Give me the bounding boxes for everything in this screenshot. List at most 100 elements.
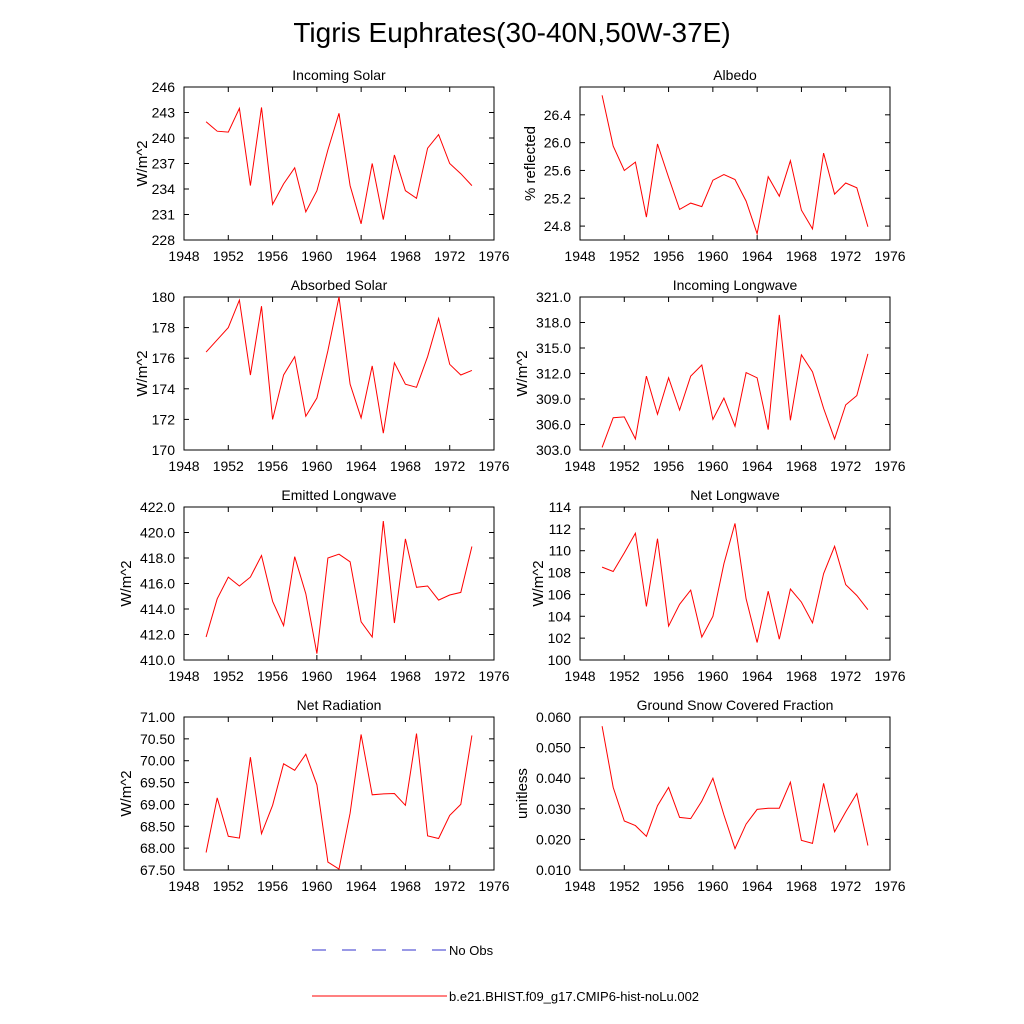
y-tick-label: 174 [152,381,176,397]
x-tick-label: 1976 [478,668,509,684]
y-tick-label: 234 [152,181,176,197]
panel-title: Absorbed Solar [291,277,388,293]
x-tick-label: 1964 [742,878,773,894]
x-tick-label: 1952 [609,668,640,684]
y-axis-label: W/m^2 [530,560,547,606]
x-tick-label: 1972 [830,878,861,894]
figure-title: Tigris Euphrates(30-40N,50W-37E) [293,17,730,48]
x-tick-label: 1948 [168,248,199,264]
panel-title: Incoming Longwave [673,277,798,293]
panel: Net Radiation 1948 1952 1956 1960 1964 1968 197… [118,697,510,894]
y-axis-label: W/m^2 [514,350,531,396]
x-tick-label: 1960 [301,458,332,474]
plot-frame [579,86,891,241]
y-tick-label: 25.2 [544,190,571,206]
y-tick-label: 180 [152,289,176,305]
y-tick-label: 312.0 [536,366,571,382]
y-tick-label: 240 [152,130,176,146]
y-tick-label: 309.0 [536,391,571,407]
y-tick-label: 69.00 [140,796,175,812]
x-tick-label: 1976 [478,878,509,894]
x-tick-label: 1948 [168,458,199,474]
x-tick-label: 1956 [653,248,684,264]
y-tick-label: 315.0 [536,340,571,356]
x-tick-label: 1968 [786,248,817,264]
y-tick-label: 108 [548,565,572,581]
x-tick-label: 1952 [609,458,640,474]
y-tick-label: 68.50 [140,818,175,834]
x-tick-label: 1964 [346,248,377,264]
x-tick-label: 1960 [697,248,728,264]
y-tick-label: 243 [152,105,176,121]
x-tick-label: 1948 [168,878,199,894]
y-tick-label: 0.030 [536,801,571,817]
panel-title: Ground Snow Covered Fraction [637,697,834,713]
x-tick-label: 1960 [697,668,728,684]
y-tick-label: 70.50 [140,731,175,747]
x-tick-label: 1968 [390,878,421,894]
series-line [205,733,473,870]
x-tick-label: 1960 [301,668,332,684]
series-line [601,523,869,643]
panel-title: Emitted Longwave [281,487,396,503]
series-line [205,520,473,654]
series-line [601,314,869,448]
panel: Incoming Solar 1948 1952 1956 1960 1964 1968 19… [134,67,510,264]
x-tick-label: 1972 [434,668,465,684]
y-tick-label: 231 [152,207,176,223]
x-tick-label: 1948 [564,668,595,684]
y-tick-label: 0.040 [536,770,571,786]
x-tick-label: 1956 [653,458,684,474]
x-tick-label: 1948 [564,458,595,474]
y-tick-label: 70.00 [140,753,175,769]
x-tick-label: 1960 [697,458,728,474]
x-tick-label: 1960 [301,878,332,894]
y-tick-label: 416.0 [140,576,175,592]
plot-frame [183,296,495,451]
y-tick-label: 26.0 [544,135,571,151]
x-tick-label: 1960 [697,878,728,894]
y-axis-label: % reflected [522,126,539,201]
panel: Absorbed Solar 1948 1952 1956 1960 1964 1968 19… [134,277,510,474]
legend-label-no-obs: No Obs [449,943,494,958]
y-tick-label: 68.00 [140,840,175,856]
panel-title: Albedo [713,67,757,83]
y-tick-label: 102 [548,630,572,646]
y-tick-label: 422.0 [140,499,175,515]
x-tick-label: 1976 [874,878,905,894]
y-tick-label: 100 [548,652,572,668]
x-tick-label: 1968 [390,248,421,264]
y-axis-label: W/m^2 [134,140,151,186]
y-axis-label: W/m^2 [118,560,135,606]
y-tick-label: 306.0 [536,417,571,433]
panel: Incoming Longwave 1948 1952 1956 1960 1964 196… [514,277,906,474]
x-tick-label: 1968 [786,458,817,474]
x-tick-label: 1952 [213,458,244,474]
x-tick-label: 1952 [609,878,640,894]
x-tick-label: 1956 [257,248,288,264]
x-tick-label: 1964 [742,458,773,474]
y-tick-label: 176 [152,350,176,366]
y-tick-label: 104 [548,608,572,624]
y-tick-label: 71.00 [140,709,175,725]
y-tick-label: 25.6 [544,162,571,178]
y-tick-label: 303.0 [536,442,571,458]
panel: Albedo 1948 1952 1956 1960 1964 1968 1972 1976 24… [522,67,906,264]
y-tick-label: 106 [548,586,572,602]
y-tick-label: 237 [152,156,176,172]
plot-frame [579,506,891,661]
y-tick-label: 0.010 [536,862,571,878]
y-tick-label: 69.50 [140,775,175,791]
panel-title: Net Longwave [690,487,780,503]
y-tick-label: 0.060 [536,709,571,725]
panel: Emitted Longwave 1948 1952 1956 1960 1964 1968… [118,487,510,684]
y-tick-label: 24.8 [544,218,571,234]
y-tick-label: 418.0 [140,550,175,566]
y-tick-label: 318.0 [536,315,571,331]
y-tick-label: 67.50 [140,862,175,878]
series-line [601,95,869,236]
x-tick-label: 1956 [257,668,288,684]
x-tick-label: 1948 [564,248,595,264]
y-tick-label: 228 [152,232,176,248]
y-tick-label: 420.0 [140,525,175,541]
